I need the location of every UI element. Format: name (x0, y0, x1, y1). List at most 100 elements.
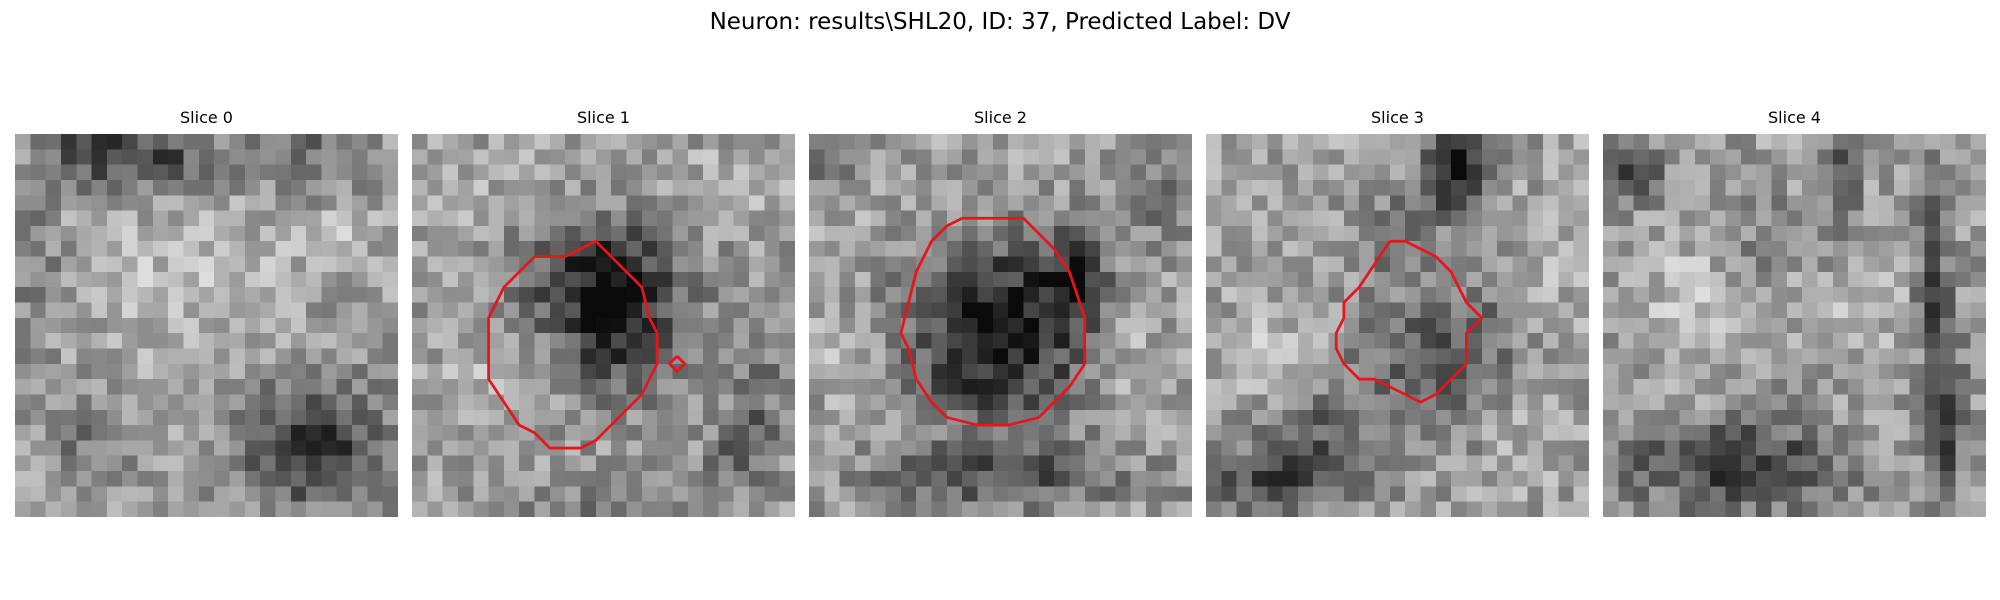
pixel (442, 409, 459, 426)
pixel (1161, 333, 1177, 349)
pixel (885, 455, 902, 472)
pixel (580, 440, 597, 457)
pixel (91, 409, 108, 426)
pixel (611, 471, 627, 487)
pixel (916, 210, 932, 227)
pixel (1740, 241, 1757, 257)
pixel (1756, 179, 1772, 196)
pixel (641, 348, 658, 365)
pixel (488, 501, 505, 517)
pixel (854, 379, 871, 395)
pixel (657, 501, 673, 517)
pixel (1206, 271, 1222, 288)
pixel (306, 164, 322, 181)
pixel (1664, 210, 1680, 227)
pixel (229, 348, 246, 365)
pixel (1603, 379, 1619, 395)
pixel (76, 317, 92, 334)
pixel (565, 333, 581, 349)
pixel (1955, 241, 1971, 257)
pixel (382, 149, 398, 165)
pixel (1543, 409, 1559, 426)
pixel (718, 149, 735, 165)
pixel (1802, 379, 1818, 395)
pixel (168, 440, 184, 457)
pixel (427, 440, 443, 457)
pixel (1832, 256, 1849, 273)
pixel (1603, 134, 1619, 150)
pixel (1420, 287, 1437, 303)
pixel (1130, 195, 1147, 211)
pixel (1221, 348, 1237, 365)
pixel (657, 471, 673, 487)
pixel (1955, 363, 1971, 380)
segmentation-contour (1334, 239, 1484, 404)
pixel (1955, 471, 1971, 487)
pixel (1970, 363, 1986, 380)
pixel (1940, 225, 1956, 242)
pixel (1740, 271, 1757, 288)
pixel (1527, 287, 1544, 303)
pixel (900, 440, 917, 457)
pixel (703, 363, 719, 380)
pixel (1756, 440, 1772, 457)
pixel (473, 134, 489, 150)
pixel (1497, 241, 1513, 257)
pixel (1313, 455, 1329, 472)
pixel (45, 210, 62, 227)
pixel (457, 256, 474, 273)
pixel (1664, 501, 1680, 517)
pixel (809, 195, 825, 211)
pixel (916, 455, 932, 472)
pixel (91, 440, 108, 457)
pixel (1694, 379, 1711, 395)
pixel (779, 455, 795, 472)
pixel (824, 501, 840, 517)
pixel (1924, 333, 1941, 349)
pixel (718, 363, 735, 380)
pixel (946, 134, 963, 150)
pixel (580, 134, 597, 150)
pixel (1648, 287, 1665, 303)
pixel (1664, 440, 1680, 457)
pixel (152, 317, 169, 334)
pixel (168, 455, 184, 472)
pixel (733, 241, 750, 257)
pixel (885, 149, 902, 165)
pixel (1466, 471, 1483, 487)
pixel (30, 363, 46, 380)
pixel (672, 271, 689, 288)
pixel (15, 348, 31, 365)
pixel (580, 179, 597, 196)
pixel (992, 225, 1009, 242)
pixel (1679, 363, 1696, 380)
pixel (1206, 394, 1222, 411)
pixel (1543, 348, 1559, 365)
pixel (214, 425, 230, 441)
pixel (854, 149, 871, 165)
pixel (1343, 241, 1360, 257)
pixel (275, 394, 292, 411)
pixel (1161, 501, 1177, 517)
pixel (198, 455, 215, 472)
pixel (946, 195, 963, 211)
pixel (152, 225, 169, 242)
pixel (1100, 287, 1116, 303)
pixel (1740, 149, 1757, 165)
pixel (488, 317, 505, 334)
pixel (1100, 379, 1116, 395)
pixel (1374, 210, 1391, 227)
pixel (260, 425, 276, 441)
pixel (779, 225, 795, 242)
pixel (214, 210, 230, 227)
pixel (1786, 409, 1803, 426)
pixel (168, 363, 184, 380)
pixel (1297, 333, 1314, 349)
pixel (1267, 225, 1283, 242)
pixel (962, 440, 978, 457)
pixel (1802, 302, 1818, 319)
pixel (1161, 348, 1177, 365)
pixel (488, 149, 505, 165)
pixel (1100, 333, 1116, 349)
pixel (916, 425, 932, 441)
